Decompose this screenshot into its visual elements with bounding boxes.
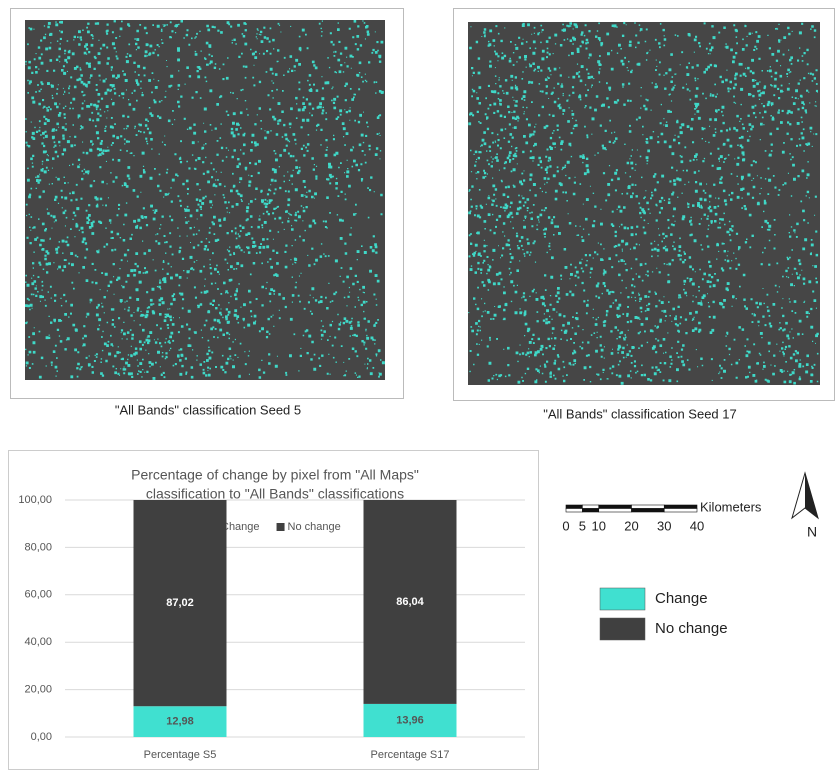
legend-swatch xyxy=(277,523,285,531)
scale-segment xyxy=(664,509,697,513)
scale-segment xyxy=(566,505,582,509)
legend-label: No change xyxy=(288,521,341,533)
y-tick-label: 80,00 xyxy=(24,541,52,553)
scale-unit: Kilometers xyxy=(700,499,762,514)
map-legend-label: Change xyxy=(655,590,708,607)
value-label: 87,02 xyxy=(166,597,194,609)
scale-segment xyxy=(632,505,665,509)
figure: "All Bands" classification Seed 5 "All B… xyxy=(0,0,836,771)
x-tick-label: Percentage S17 xyxy=(371,749,450,761)
scale-segment xyxy=(582,505,598,509)
scale-tick-label: 5 xyxy=(579,518,586,533)
y-tick-label: 100,00 xyxy=(18,494,52,506)
scale-tick-label: 30 xyxy=(657,518,671,533)
legend-label: Change xyxy=(221,521,260,533)
scale-tick-label: 10 xyxy=(592,518,606,533)
y-tick-label: 0,00 xyxy=(31,731,52,743)
chart-title: classification to "All Bands" classifica… xyxy=(146,486,404,502)
scale-tick-label: 0 xyxy=(562,518,569,533)
chart-title: Percentage of change by pixel from "All … xyxy=(131,467,419,483)
scale-segment xyxy=(582,509,598,513)
map-legend-swatch xyxy=(600,618,645,640)
y-tick-label: 60,00 xyxy=(24,589,52,601)
scale-segment xyxy=(599,509,632,513)
scale-tick-label: 40 xyxy=(690,518,704,533)
scale-segment xyxy=(599,505,632,509)
scale-segment xyxy=(566,509,582,513)
scale-tick-label: 20 xyxy=(624,518,638,533)
scale-segment xyxy=(664,505,697,509)
value-label: 13,96 xyxy=(396,714,424,726)
value-label: 86,04 xyxy=(396,596,424,608)
value-label: 12,98 xyxy=(166,716,194,728)
scale-segment xyxy=(632,509,665,513)
y-tick-label: 40,00 xyxy=(24,636,52,648)
north-label: N xyxy=(807,524,817,540)
map-legend-label: No change xyxy=(655,620,728,637)
y-tick-label: 20,00 xyxy=(24,684,52,696)
map-legend-swatch xyxy=(600,588,645,610)
map-caption: "All Bands" classification Seed 17 xyxy=(543,406,737,421)
x-tick-label: Percentage S5 xyxy=(144,749,217,761)
map-caption: "All Bands" classification Seed 5 xyxy=(115,402,301,417)
